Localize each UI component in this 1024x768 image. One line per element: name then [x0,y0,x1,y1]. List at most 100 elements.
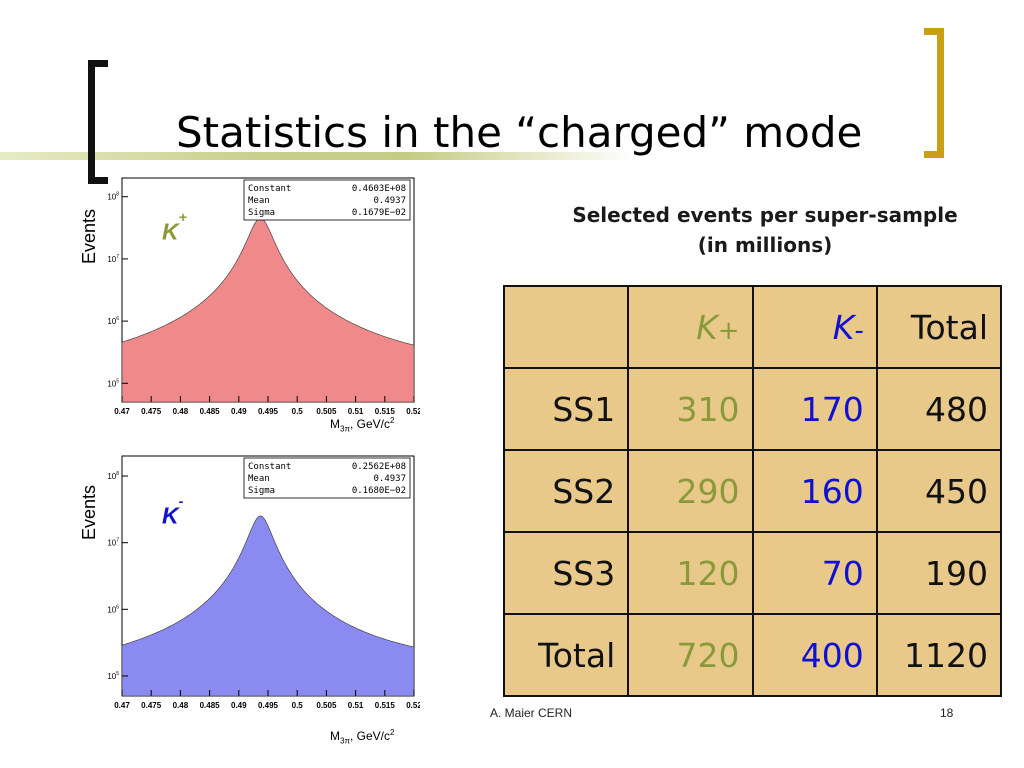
kplus-x-axis-main: M [330,417,340,431]
kplus-x-tick-label: 0.52 [406,407,420,416]
kminus-x-axis-unit: , GeV/c [349,729,390,743]
kplus-x-tick-label: 0.47 [114,407,130,416]
kminus-stat-name: Mean [248,474,270,484]
table-caption-line1: Selected events per super-sample [572,203,958,227]
kplus-x-tick-label: 0.49 [231,407,247,416]
table-header-kplus-sign: + [717,315,740,346]
events-table: K+ K- Total SS1 310 170 480 SS2 290 160 … [502,285,1003,697]
kminus-y-tick-exp: 5 [116,671,119,677]
table-row: SS1 310 170 480 [502,367,1003,451]
kplus-y-tick-label: 108 [107,192,119,202]
kminus-label-base: K [162,502,179,529]
kminus-x-tick-label: 0.485 [200,701,221,710]
kplus-y-tick-label: 107 [107,254,119,264]
kminus-label: K- [162,493,183,530]
kplus-label-base: K [162,218,179,245]
kminus-x-tick-label: 0.47 [114,701,130,710]
kplus-stats-box [243,179,411,221]
title-underline-band [0,152,1024,160]
kminus-y-tick-exp: 8 [116,471,119,477]
kminus-x-tick-label: 0.52 [406,701,420,710]
kplus-mass-histogram: 105 106 107 108 0.47 0.475 0.48 0.485 0.49 0.495 0… [107,177,420,416]
kplus-label-sign: + [178,209,187,225]
kminus-x-tick-label: 0.49 [231,701,247,710]
kplus-x-axis-label: M3π, GeV/c2 [330,416,394,433]
kminus-x-axis-main: M [330,729,340,743]
table-row: SS2 290 160 450 [502,449,1003,533]
kplus-y-tick-label: 106 [107,316,119,326]
kminus-x-axis-label: M3π, GeV/c2 [330,728,394,745]
table-header-blank [502,285,630,369]
kminus-x-tick-label: 0.515 [375,701,396,710]
slide-title: Statistics in the “charged” mode [176,108,863,157]
kminus-histogram-area [121,515,415,697]
kminus-x-tick-label: 0.475 [141,701,162,710]
kminus-x-tick-label: 0.5 [292,701,304,710]
kplus-stat-name: Constant [248,184,291,194]
kplus-histogram-area [121,217,415,403]
row-label: SS2 [502,449,630,533]
table-caption: Selected events per super-sample (in mil… [520,200,1010,260]
kplus-y-tick-exp: 5 [116,378,119,384]
kminus-stat-value: 0.2562E+08 [352,462,406,472]
left-bracket-decoration [88,60,108,184]
kplus-y-tick-exp: 6 [116,316,119,322]
row-label: Total [502,613,630,697]
row-label: SS3 [502,531,630,615]
row-label: SS1 [502,367,630,451]
kminus-mass-histogram: 105 106 107 108 0.47 0.475 0.48 0.485 0.49 0.495 0… [107,455,420,710]
kminus-x-axis-sub: 3π [340,736,350,746]
table-header-kplus-base: K [696,307,718,347]
table-header-kminus-sign: - [854,315,864,346]
kplus-x-axis-sub: 3π [340,424,350,434]
kplus-x-tick-label: 0.51 [348,407,364,416]
kminus-stat-value: 0.1680E−02 [352,486,406,496]
table-header-kplus: K+ [627,285,754,369]
kplus-x-tick-label: 0.505 [316,407,337,416]
kminus-stat-value: 0.4937 [373,474,406,484]
kminus-x-tick-label: 0.48 [173,701,189,710]
kminus-y-axis-label: Events [79,484,100,541]
row-total-value: 1120 [875,613,1003,697]
kminus-x-tick-label: 0.505 [316,701,337,710]
kplus-stat-value: 0.4937 [373,196,406,206]
kminus-stat-name: Sigma [248,486,275,496]
right-bracket-decoration [924,28,944,158]
row-kplus-value: 720 [627,613,754,697]
kplus-x-tick-label: 0.48 [173,407,189,416]
table-caption-line2: (in millions) [697,233,833,257]
kminus-x-tick-label: 0.51 [348,701,364,710]
table-header-kminus-base: K [832,307,855,347]
kplus-y-tick-exp: 7 [116,254,119,260]
kplus-x-tick-label: 0.495 [258,407,279,416]
row-kminus-value: 170 [751,367,878,451]
kminus-y-tick-label: 105 [107,671,119,681]
row-kplus-value: 290 [627,449,754,533]
kminus-label-sign: - [178,493,184,509]
kminus-x-axis-sup: 2 [389,728,395,737]
kminus-x-tick-label: 0.495 [258,701,279,710]
kplus-y-tick-label: 105 [107,378,119,388]
row-kminus-value: 70 [751,531,878,615]
row-kplus-value: 310 [627,367,754,451]
row-total-value: 450 [875,449,1003,533]
kminus-y-tick-label: 108 [107,471,119,481]
row-kminus-value: 160 [751,449,878,533]
kplus-y-axis-label: Events [79,208,100,265]
kplus-x-tick-label: 0.485 [200,407,221,416]
row-total-value: 190 [875,531,1003,615]
kminus-y-tick-exp: 6 [116,604,119,610]
kplus-x-axis-sup: 2 [389,416,395,425]
page-number: 18 [940,706,954,720]
kminus-stats-box [243,457,411,499]
kplus-x-tick-label: 0.5 [292,407,304,416]
kplus-x-tick-label: 0.475 [141,407,162,416]
kminus-y-tick-label: 107 [107,538,119,548]
kplus-x-tick-label: 0.515 [375,407,396,416]
kplus-y-tick-exp: 8 [116,192,119,198]
kplus-stat-name: Mean [248,196,270,206]
row-kminus-value: 400 [751,613,878,697]
kplus-stat-value: 0.1679E−02 [352,208,406,218]
kminus-y-tick-label: 106 [107,604,119,614]
table-header-row: K+ K- Total [502,285,1003,369]
